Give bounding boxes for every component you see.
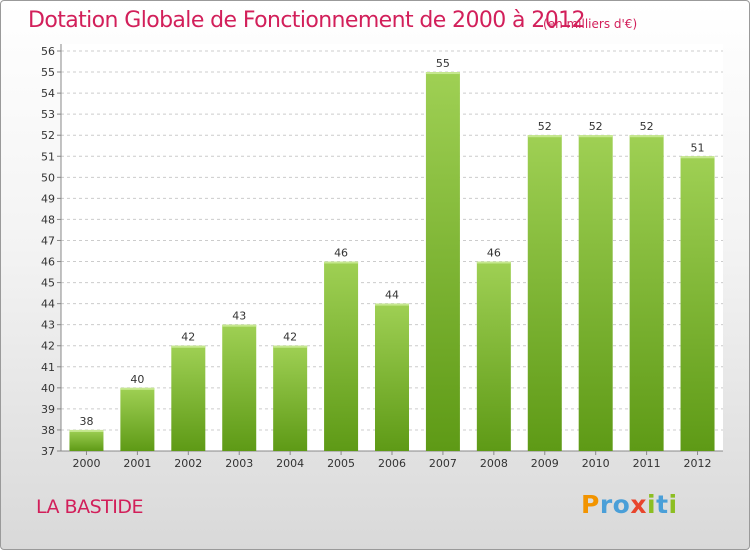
y-tick-label: 39 [41,403,55,416]
logo-letter: i [668,490,678,519]
logo-letter: t [656,490,669,519]
bar-highlight [120,387,155,390]
bar-highlight [375,303,409,306]
bar [527,135,562,452]
bar [324,261,359,451]
value-label: 52 [538,120,552,133]
x-tick-label: 2011 [633,457,661,470]
bar [171,345,206,451]
y-tick-label: 53 [41,108,55,121]
y-tick-label: 46 [41,256,55,269]
y-tick-label: 44 [41,298,55,311]
y-tick-label: 52 [41,129,55,142]
x-tick-label: 2003 [225,457,253,470]
bar [476,261,511,451]
bar-highlight [69,429,104,432]
bar-highlight [324,261,359,264]
bar [120,387,155,451]
x-tick-label: 2005 [327,457,355,470]
value-label: 51 [691,141,705,154]
x-tick-label: 2012 [684,457,712,470]
bar-highlight [476,261,511,264]
value-label: 52 [589,120,603,133]
y-tick-label: 38 [41,424,55,437]
value-label: 46 [487,247,501,260]
y-tick-label: 42 [41,340,55,353]
y-tick-label: 56 [41,45,55,58]
chart-title: Dotation Globale de Fonctionnement de 20… [28,8,586,33]
y-tick-label: 37 [41,445,55,458]
value-label: 44 [385,289,399,302]
bar-highlight [425,72,460,75]
y-tick-label: 40 [41,382,55,395]
bar-highlight [527,135,562,138]
bar [680,156,715,451]
bar-highlight [222,324,257,327]
logo-letter: i [647,490,657,519]
value-label: 40 [130,373,144,386]
logo-letter: o [612,490,631,519]
y-tick-label: 55 [41,66,55,79]
value-label: 42 [283,331,297,344]
bar [425,72,460,451]
x-tick-label: 2010 [582,457,610,470]
x-tick-label: 2001 [123,457,151,470]
bar [69,429,104,451]
value-label: 46 [334,247,348,260]
y-tick-label: 41 [41,361,55,374]
bar-highlight [273,345,308,348]
y-tick-label: 49 [41,192,55,205]
value-label: 52 [640,120,654,133]
value-label: 38 [79,415,93,428]
y-tick-label: 54 [41,87,55,100]
bar-highlight [171,345,206,348]
bar [222,324,257,451]
bar [629,135,664,452]
y-tick-label: 51 [41,150,55,163]
logo-letter: r [599,490,613,519]
y-tick-label: 47 [41,234,55,247]
x-tick-label: 2008 [480,457,508,470]
value-label: 42 [181,331,195,344]
chart-subtitle: (en milliers d'€) [543,17,638,31]
y-tick-label: 45 [41,277,55,290]
x-tick-label: 2002 [174,457,202,470]
x-tick-label: 2004 [276,457,304,470]
bar [375,303,409,451]
logo-letter: P [581,490,600,519]
x-tick-label: 2009 [531,457,559,470]
commune-name: LA BASTIDE [36,496,144,518]
y-tick-label: 43 [41,319,55,332]
bar [273,345,308,451]
y-tick-label: 48 [41,213,55,226]
logo-letter: x [630,490,647,519]
value-label: 43 [232,310,246,323]
bar [578,135,613,452]
y-tick-label: 50 [41,171,55,184]
x-tick-label: 2000 [72,457,100,470]
bar-highlight [629,135,664,138]
x-tick-label: 2007 [429,457,457,470]
bar-highlight [680,156,715,159]
x-tick-label: 2006 [378,457,406,470]
bar-highlight [578,135,613,138]
proxiti-logo: Proxiti [581,490,678,519]
value-label: 55 [436,57,450,70]
